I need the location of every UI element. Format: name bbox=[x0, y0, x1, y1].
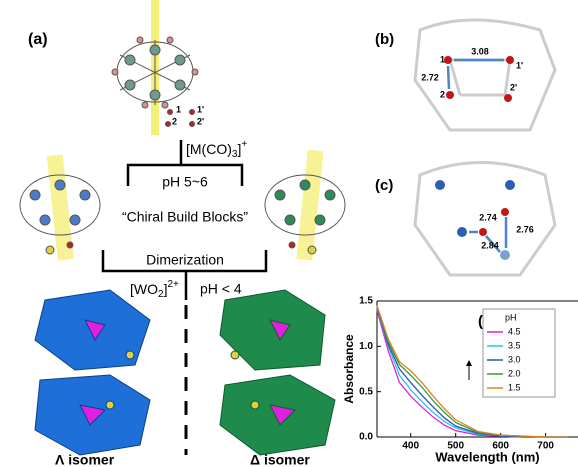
legend-label: 3.0 bbox=[508, 354, 521, 364]
trend-arrowhead bbox=[466, 360, 472, 366]
panel-label: (b) bbox=[375, 31, 394, 48]
dimer-left bbox=[35, 290, 150, 455]
distance: 2.84 bbox=[481, 240, 499, 250]
panel-label: (c) bbox=[375, 177, 393, 194]
step: Dimerization bbox=[146, 252, 224, 268]
legend-label: 4.5 bbox=[508, 326, 521, 336]
legend-title: pH bbox=[505, 312, 517, 322]
atoms-c bbox=[435, 180, 515, 260]
atom-label: 2 bbox=[440, 89, 445, 99]
y-tick-label: 1.0 bbox=[359, 341, 373, 352]
legend-label: 1.5 bbox=[508, 382, 521, 392]
legend-label: 3.5 bbox=[508, 340, 521, 350]
figure: 1 2 1' 2' (a) [M(CO)3]+ pH 5~6 “Chiral B… bbox=[0, 0, 578, 467]
isomer-label: Δ isomer bbox=[250, 452, 310, 467]
dimer-right bbox=[220, 290, 335, 455]
atom-label: 2' bbox=[197, 116, 204, 126]
y-tick-label: 0.0 bbox=[359, 432, 373, 443]
reagent: [WO2]2+ bbox=[130, 279, 179, 300]
reagent: [M(CO)3]+ bbox=[186, 139, 247, 160]
distance: 2.74 bbox=[479, 212, 497, 222]
y-tick-label: 1.5 bbox=[359, 296, 373, 307]
distance: 2.76 bbox=[516, 224, 534, 234]
x-axis-label: Wavelength (nm) bbox=[435, 449, 539, 464]
panel-label: (a) bbox=[28, 31, 48, 48]
reagent-sup: 2+ bbox=[167, 279, 179, 290]
y-axis-label: Absorbance bbox=[342, 334, 356, 404]
atom-label: 1' bbox=[197, 104, 204, 114]
reagent-sup: + bbox=[241, 139, 247, 150]
distance: 3.08 bbox=[471, 46, 489, 56]
condition: pH < 4 bbox=[200, 281, 242, 297]
axis-highlight bbox=[296, 149, 323, 260]
x-tick-label: 700 bbox=[537, 441, 554, 452]
x-tick-label: 400 bbox=[402, 441, 419, 452]
atom-label: 1 bbox=[440, 54, 445, 64]
reagent-part: [M(CO) bbox=[186, 141, 232, 157]
atom-label: 1 bbox=[176, 104, 181, 114]
y-tick-label: 0.5 bbox=[359, 386, 373, 397]
atom-label: 1' bbox=[516, 60, 523, 70]
atom-label: 2 bbox=[172, 116, 177, 126]
distance: 2.72 bbox=[421, 72, 439, 82]
legend-label: 2.0 bbox=[508, 368, 521, 378]
isomer-label: Λ isomer bbox=[55, 452, 115, 467]
reagent-part: [WO bbox=[130, 281, 158, 297]
atom-label: 2' bbox=[510, 82, 517, 92]
caption: “Chiral Build Blocks” bbox=[122, 209, 248, 225]
condition: pH 5~6 bbox=[162, 174, 208, 190]
